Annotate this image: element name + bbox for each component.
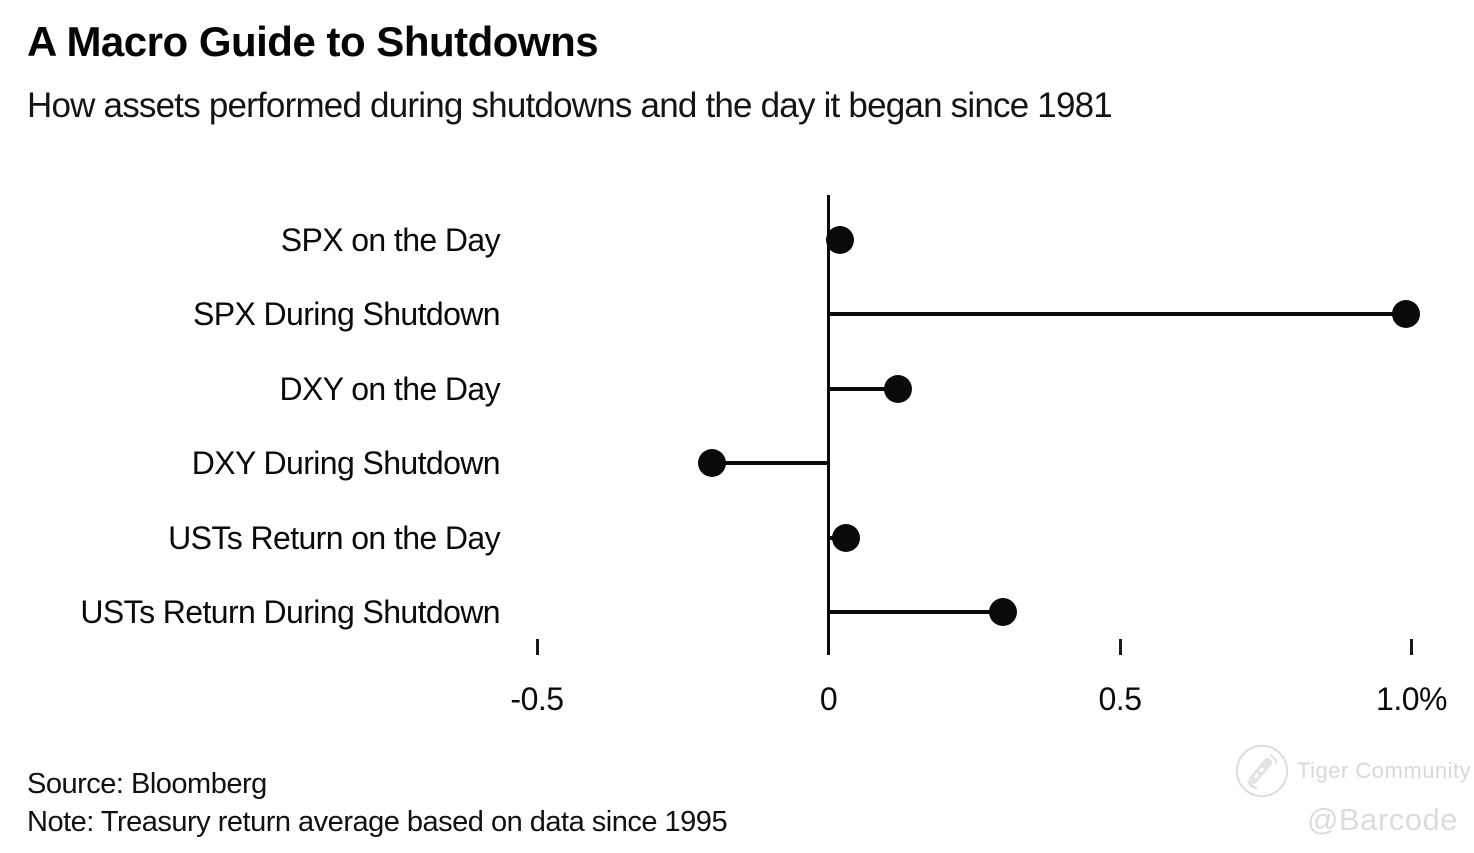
row-label: USTs Return on the Day	[168, 519, 500, 556]
data-point-dot	[697, 449, 726, 478]
x-axis-tick	[1118, 639, 1122, 655]
row-label: DXY During Shutdown	[191, 445, 501, 482]
watermark-community-label: Tiger Community	[1297, 758, 1472, 783]
x-axis-tick-label: 1.0%	[1376, 681, 1447, 717]
source-text: Source: Bloomberg	[27, 768, 267, 800]
row-label: SPX During Shutdown	[192, 296, 501, 333]
x-axis-tick	[1410, 639, 1413, 655]
lollipop-stem	[828, 312, 1406, 317]
x-axis-tick-label: 0.5	[1098, 681, 1142, 717]
watermark-handle: @Barcode	[1307, 802, 1458, 837]
x-axis-tick-label: -0.5	[510, 681, 564, 717]
row-label: USTs Return During Shutdown	[80, 594, 500, 630]
chart-subtitle: How assets performed during shutdowns an…	[27, 86, 1113, 125]
lollipop-stem	[828, 386, 899, 391]
data-point-dot	[831, 523, 860, 552]
data-point-dot	[826, 226, 855, 254]
note-text: Note: Treasury return average based on d…	[27, 806, 728, 838]
x-axis-tick-label: 0	[819, 681, 838, 717]
row-label: DXY on the Day	[279, 370, 501, 407]
chart-title: A Macro Guide to Shutdowns	[27, 18, 599, 65]
x-axis-zero-line	[827, 195, 830, 655]
data-point-dot	[884, 374, 913, 403]
tiger-community-logo-icon	[1233, 742, 1291, 805]
data-point-dot	[1391, 300, 1420, 329]
x-axis-tick	[535, 639, 539, 655]
lollipop-stem	[828, 610, 1004, 614]
row-label: SPX on the Day	[280, 222, 501, 258]
lollipop-stem	[711, 461, 829, 466]
data-point-dot	[989, 598, 1018, 626]
